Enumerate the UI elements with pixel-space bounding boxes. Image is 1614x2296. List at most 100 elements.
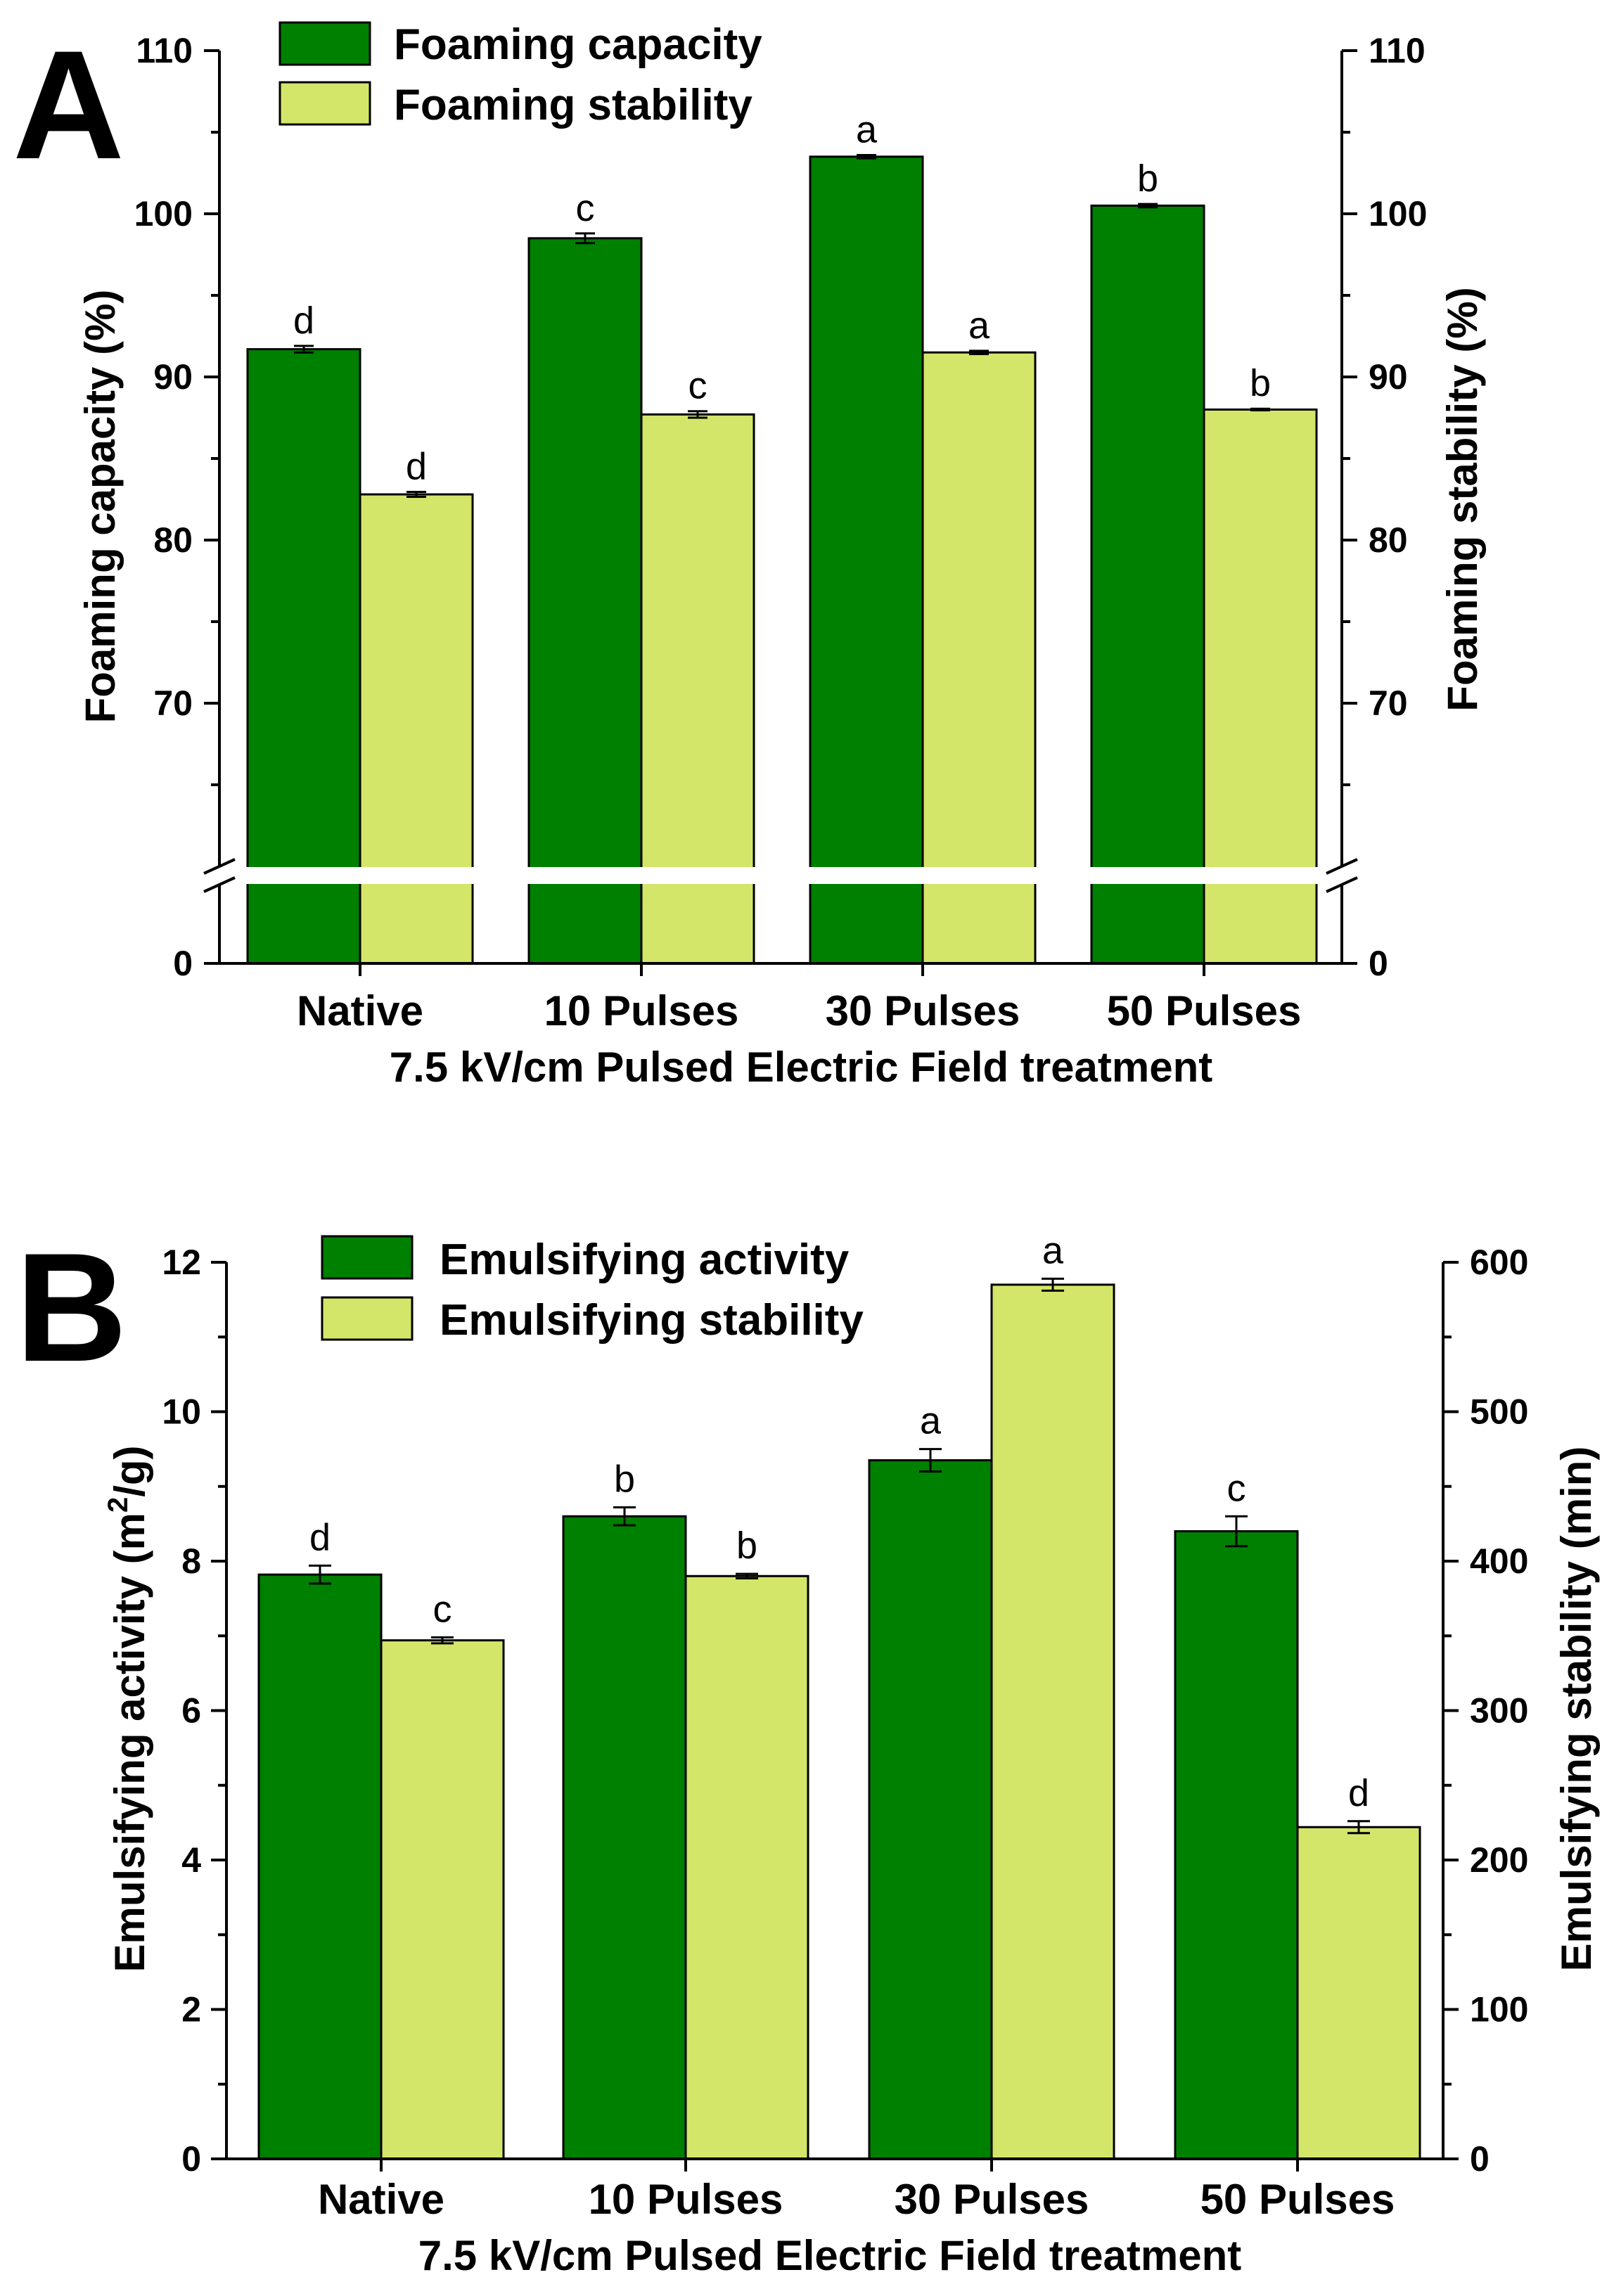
- left-tick-label: 70: [153, 684, 193, 723]
- bar-emulsifying-stability-50-pulses: [1296, 1826, 1421, 2160]
- left-axis-title-end: /g): [106, 1445, 153, 1496]
- right-tick-label: 500: [1470, 1392, 1528, 1432]
- left-tick-label: 100: [134, 194, 193, 233]
- right-tick-label: 600: [1470, 1243, 1528, 1282]
- axis-break-mark: [203, 876, 236, 893]
- significance-emulsifying-stability-30-pulses: a: [1042, 1229, 1064, 1271]
- significance-foaming-stability-native: d: [406, 446, 427, 488]
- x-tick-label-30-pulses: 30 Pulses: [826, 987, 1020, 1034]
- significance-foaming-capacity-30-pulses: a: [856, 108, 878, 150]
- error-bar-emulsifying-stability-50-pulses: [1347, 1820, 1370, 1835]
- bar-emulsifying-activity-50-pulses: [1174, 1530, 1299, 2160]
- panel-b-axes: 0 2 4 6 8 10 12 0 100 200 300 400 500 600 Native 10 Pul…: [162, 1243, 1528, 2223]
- panel-a-right-axis-title: Foaming stability (%): [1439, 287, 1486, 711]
- panel-b: B d b a c c b a d 0 2 4 6 8 10 12 0 100 200 300 400 500 600 N…: [15, 1221, 1600, 2279]
- right-tick-label: 400: [1470, 1541, 1528, 1581]
- error-bar-foaming-capacity-30-pulses: [857, 153, 876, 160]
- right-tick-label: 200: [1470, 1840, 1528, 1880]
- bar-emulsifying-stability-10-pulses: [684, 1575, 809, 2160]
- bar-foaming-capacity-30-pulses: [809, 155, 924, 965]
- left-tick-label: 12: [162, 1243, 201, 1282]
- significance-foaming-stability-10-pulses: c: [688, 365, 707, 407]
- right-tick-label: 0: [1369, 944, 1388, 983]
- right-tick-label: 300: [1470, 1691, 1528, 1731]
- panel-b-right-axis-title: Emulsifying stability (min): [1553, 1447, 1600, 1972]
- x-tick-label-10-pulses: 10 Pulses: [544, 987, 739, 1034]
- legend-swatch-emulsifying-activity: [321, 1235, 414, 1280]
- bar-foaming-capacity-native: [246, 348, 361, 965]
- error-bar-emulsifying-activity-native: [309, 1564, 331, 1585]
- right-tick-label: 100: [1369, 194, 1427, 233]
- panel-a-x-axis-title: 7.5 kV/cm Pulsed Electric Field treatmen…: [390, 1044, 1212, 1091]
- left-tick-label: 10: [162, 1392, 201, 1432]
- panel-b-letter: B: [15, 1221, 127, 1394]
- left-axis-title-superscript: 2: [103, 1497, 134, 1513]
- error-bar-emulsifying-activity-10-pulses: [613, 1506, 636, 1527]
- panel-b-bars: d b a c c b a d: [257, 1229, 1421, 2160]
- error-bar-foaming-stability-50-pulses: [1250, 407, 1270, 412]
- x-tick-label-native: Native: [318, 2176, 444, 2223]
- x-tick-label-10-pulses: 10 Pulses: [589, 2176, 783, 2223]
- panel-b-x-axis-title: 7.5 kV/cm Pulsed Electric Field treatmen…: [418, 2232, 1241, 2279]
- bar-emulsifying-stability-30-pulses: [990, 1283, 1115, 2160]
- bar-foaming-capacity-10-pulses: [527, 237, 643, 965]
- panel-a-letter: A: [13, 18, 124, 191]
- significance-emulsifying-activity-native: d: [309, 1516, 331, 1558]
- error-bar-foaming-capacity-10-pulses: [575, 232, 595, 245]
- panel-a: A d c a b d c a b 0 0 70 70 80 80 90 90 100 100 110 110 Nat…: [13, 18, 1486, 1091]
- error-bar-emulsifying-activity-30-pulses: [919, 1448, 942, 1473]
- legend-label-foaming-capacity: Foaming capacity: [394, 20, 762, 69]
- right-tick-label: 70: [1369, 684, 1408, 723]
- axis-break-mark: [1326, 876, 1358, 893]
- left-tick-label: 6: [181, 1691, 201, 1731]
- bar-emulsifying-activity-native: [257, 1573, 383, 2160]
- left-tick-label: 90: [153, 357, 193, 397]
- right-tick-label: 90: [1369, 357, 1408, 397]
- significance-emulsifying-activity-50-pulses: c: [1227, 1467, 1246, 1509]
- bar-emulsifying-activity-10-pulses: [562, 1515, 687, 2160]
- x-tick-label-50-pulses: 50 Pulses: [1200, 2176, 1395, 2223]
- legend-label-foaming-stability: Foaming stability: [394, 81, 752, 129]
- significance-foaming-capacity-10-pulses: c: [576, 187, 595, 229]
- left-tick-label: 80: [153, 520, 193, 560]
- right-tick-label: 0: [1470, 2139, 1490, 2179]
- error-bar-foaming-stability-native: [406, 491, 426, 499]
- legend-label-emulsifying-activity: Emulsifying activity: [440, 1236, 850, 1284]
- panel-a-bars: d c a b d c a b: [198, 108, 1363, 965]
- right-tick-label: 100: [1470, 1990, 1528, 2029]
- legend-swatch-foaming-capacity: [278, 21, 371, 66]
- error-bar-emulsifying-stability-10-pulses: [736, 1572, 758, 1579]
- left-tick-label: 8: [181, 1541, 201, 1581]
- error-bar-foaming-stability-30-pulses: [969, 349, 989, 356]
- bar-emulsifying-activity-30-pulses: [868, 1459, 993, 2160]
- panel-b-left-axis-title: Emulsifying activity (m2/g): [103, 1445, 153, 1972]
- significance-emulsifying-activity-10-pulses: b: [614, 1458, 635, 1501]
- error-bar-foaming-capacity-native: [294, 345, 314, 354]
- significance-emulsifying-stability-native: c: [433, 1588, 452, 1630]
- significance-emulsifying-stability-10-pulses: b: [736, 1525, 757, 1567]
- significance-emulsifying-activity-30-pulses: a: [920, 1400, 942, 1442]
- panel-a-legend: Foaming capacity Foaming stability: [278, 20, 762, 129]
- left-tick-label: 0: [173, 944, 193, 983]
- axis-break-mark: [1326, 858, 1358, 875]
- error-bar-emulsifying-activity-50-pulses: [1225, 1515, 1248, 1548]
- axis-break-mark: [203, 858, 236, 875]
- x-tick-label-50-pulses: 50 Pulses: [1107, 987, 1302, 1034]
- legend-swatch-emulsifying-stability: [321, 1296, 414, 1341]
- error-bar-emulsifying-stability-30-pulses: [1042, 1277, 1064, 1292]
- left-tick-label: 110: [136, 31, 193, 70]
- significance-foaming-stability-30-pulses: a: [968, 304, 990, 347]
- bar-emulsifying-stability-native: [380, 1639, 505, 2160]
- legend-swatch-foaming-stability: [278, 81, 371, 126]
- significance-foaming-capacity-50-pulses: b: [1137, 158, 1158, 200]
- x-tick-label-30-pulses: 30 Pulses: [895, 2176, 1089, 2223]
- significance-foaming-capacity-native: d: [293, 300, 314, 342]
- significance-emulsifying-stability-50-pulses: d: [1348, 1772, 1369, 1814]
- panel-a-left-axis-title: Foaming capacity (%): [77, 290, 124, 724]
- bar-foaming-capacity-50-pulses: [1090, 204, 1205, 965]
- bar-foaming-stability-native: [359, 493, 474, 965]
- left-tick-label: 0: [181, 2139, 201, 2179]
- significance-foaming-stability-50-pulses: b: [1250, 362, 1271, 404]
- axis-break-gap: [198, 867, 1363, 884]
- x-tick-label-native: Native: [297, 987, 423, 1034]
